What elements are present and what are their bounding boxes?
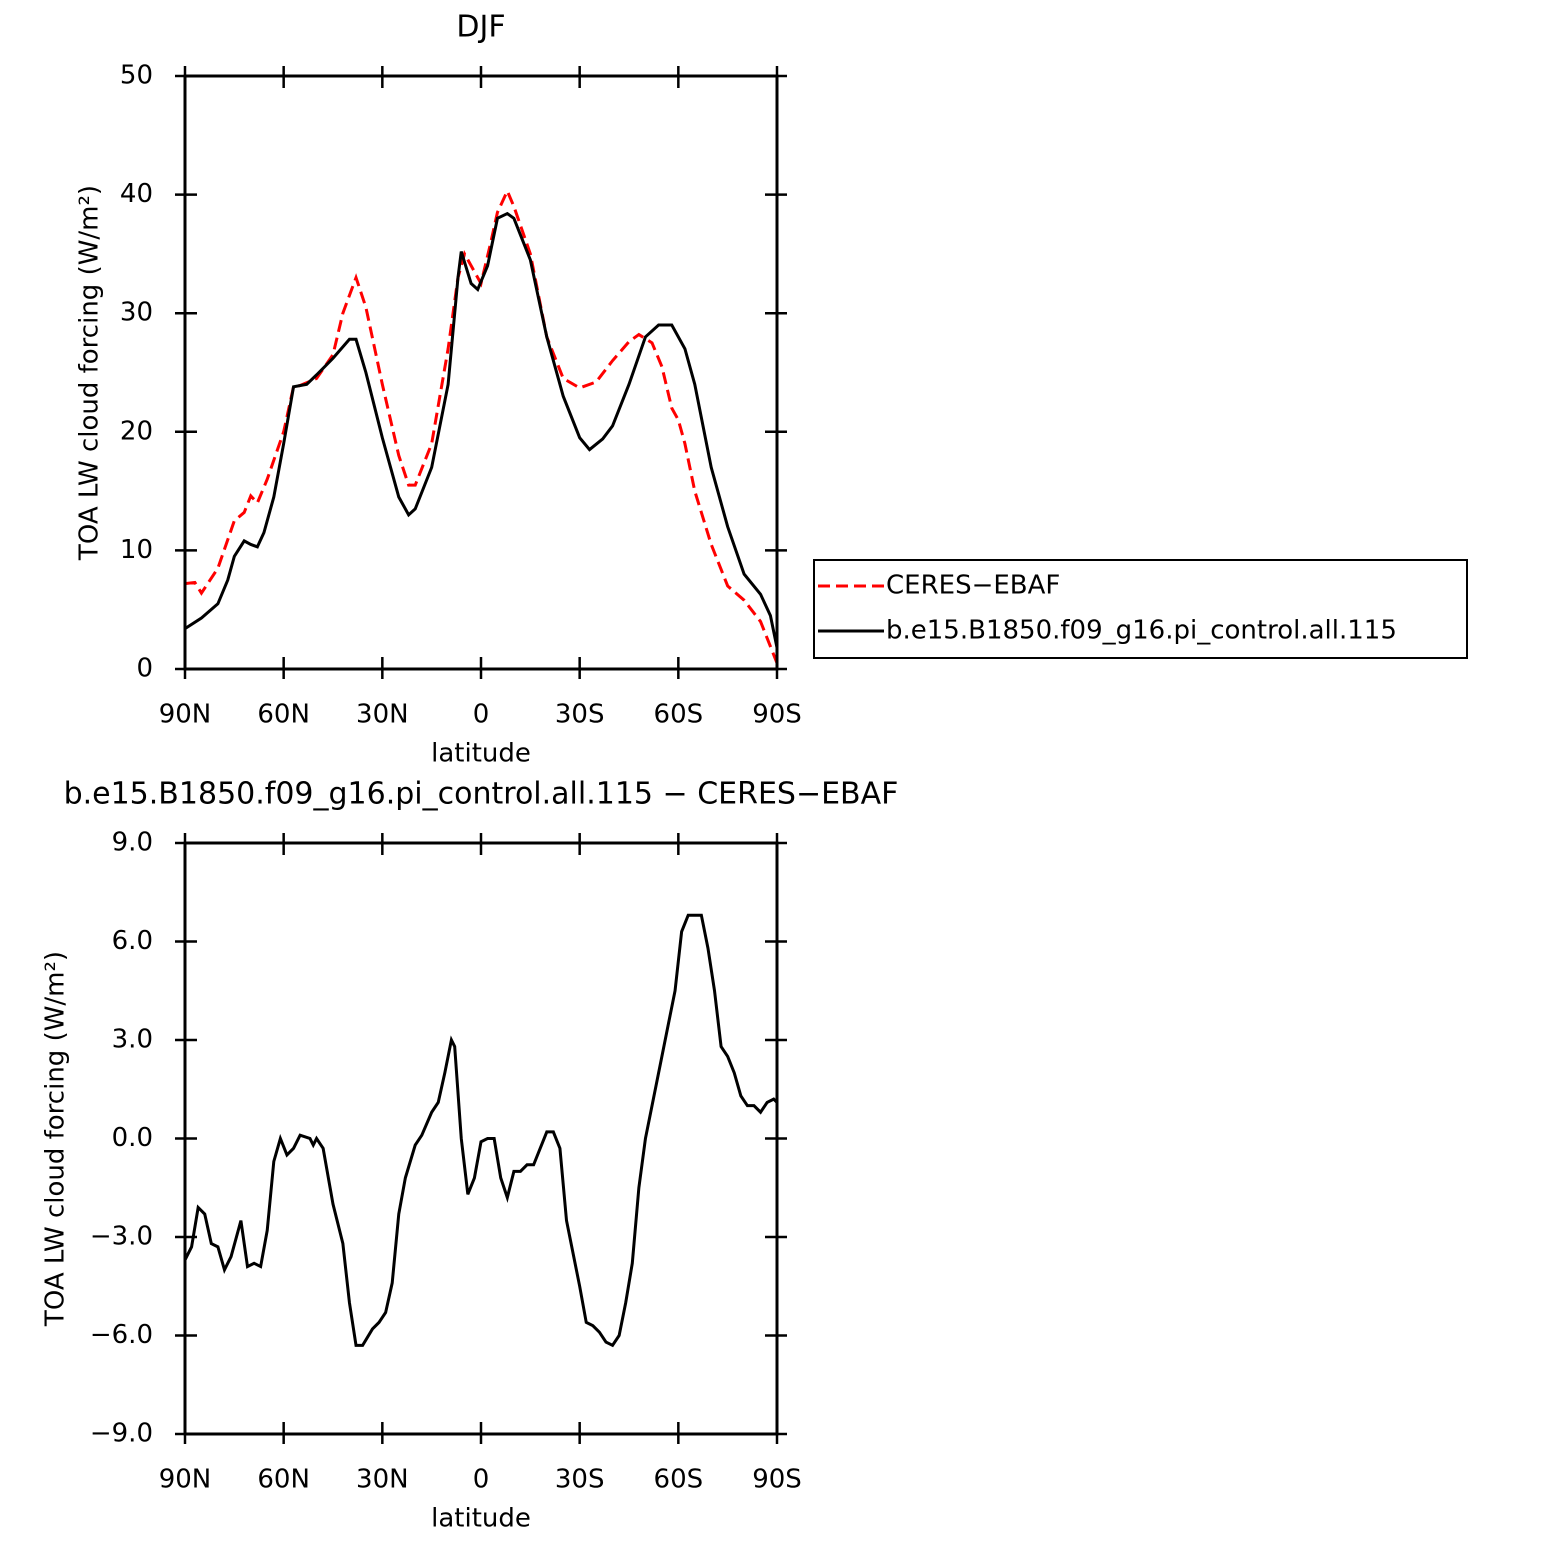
- data-line: [183, 913, 779, 1348]
- x-tick-label: 90N: [159, 700, 212, 730]
- y-tick-label: 30: [120, 298, 153, 328]
- y-tick-label: 40: [120, 179, 153, 209]
- plot-frame: [183, 74, 779, 671]
- y-tick-label: 0: [136, 654, 153, 684]
- y-tick-label: −3.0: [90, 1222, 153, 1252]
- x-tick-label: 60S: [654, 1465, 704, 1495]
- x-tick-label: 90N: [159, 1465, 212, 1495]
- y-tick-label: 0.0: [112, 1123, 153, 1153]
- y-tick-label: −6.0: [90, 1320, 153, 1350]
- y-tick-label: 50: [120, 61, 153, 91]
- data-line: [184, 187, 779, 664]
- x-tick-label: 0: [473, 700, 490, 730]
- y-tick-label: 6.0: [112, 926, 153, 956]
- plot-frame: [183, 841, 779, 1436]
- x-tick-label: 0: [473, 1465, 490, 1495]
- x-tick-label: 30S: [555, 700, 605, 730]
- x-tick-label: 90S: [752, 700, 802, 730]
- legend-box: [813, 559, 1468, 659]
- y-axis-label: TOA LW cloud forcing (W/m²): [41, 951, 71, 1327]
- x-axis-label: latitude: [431, 1504, 531, 1534]
- chart-title: b.e15.B1850.f09_g16.pi_control.all.115 −…: [64, 777, 899, 812]
- x-tick-label: 30S: [555, 1465, 605, 1495]
- data-line: [184, 211, 779, 648]
- y-tick-label: 10: [120, 535, 153, 565]
- x-tick-label: 60N: [257, 1465, 310, 1495]
- legend-label: CERES−EBAF: [886, 571, 1060, 601]
- y-tick-label: 9.0: [112, 828, 153, 858]
- chart-title: DJF: [456, 10, 505, 45]
- legend-label: b.e15.B1850.f09_g16.pi_control.all.115: [886, 616, 1397, 646]
- y-tick-label: −9.0: [90, 1419, 153, 1449]
- y-axis-label: TOA LW cloud forcing (W/m²): [75, 185, 105, 561]
- y-tick-label: 3.0: [112, 1025, 153, 1055]
- x-tick-label: 60S: [654, 700, 704, 730]
- x-tick-label: 30N: [356, 700, 409, 730]
- x-tick-label: 30N: [356, 1465, 409, 1495]
- y-tick-label: 20: [120, 416, 153, 446]
- x-tick-label: 60N: [257, 700, 310, 730]
- x-axis-label: latitude: [431, 739, 531, 769]
- x-tick-label: 90S: [752, 1465, 802, 1495]
